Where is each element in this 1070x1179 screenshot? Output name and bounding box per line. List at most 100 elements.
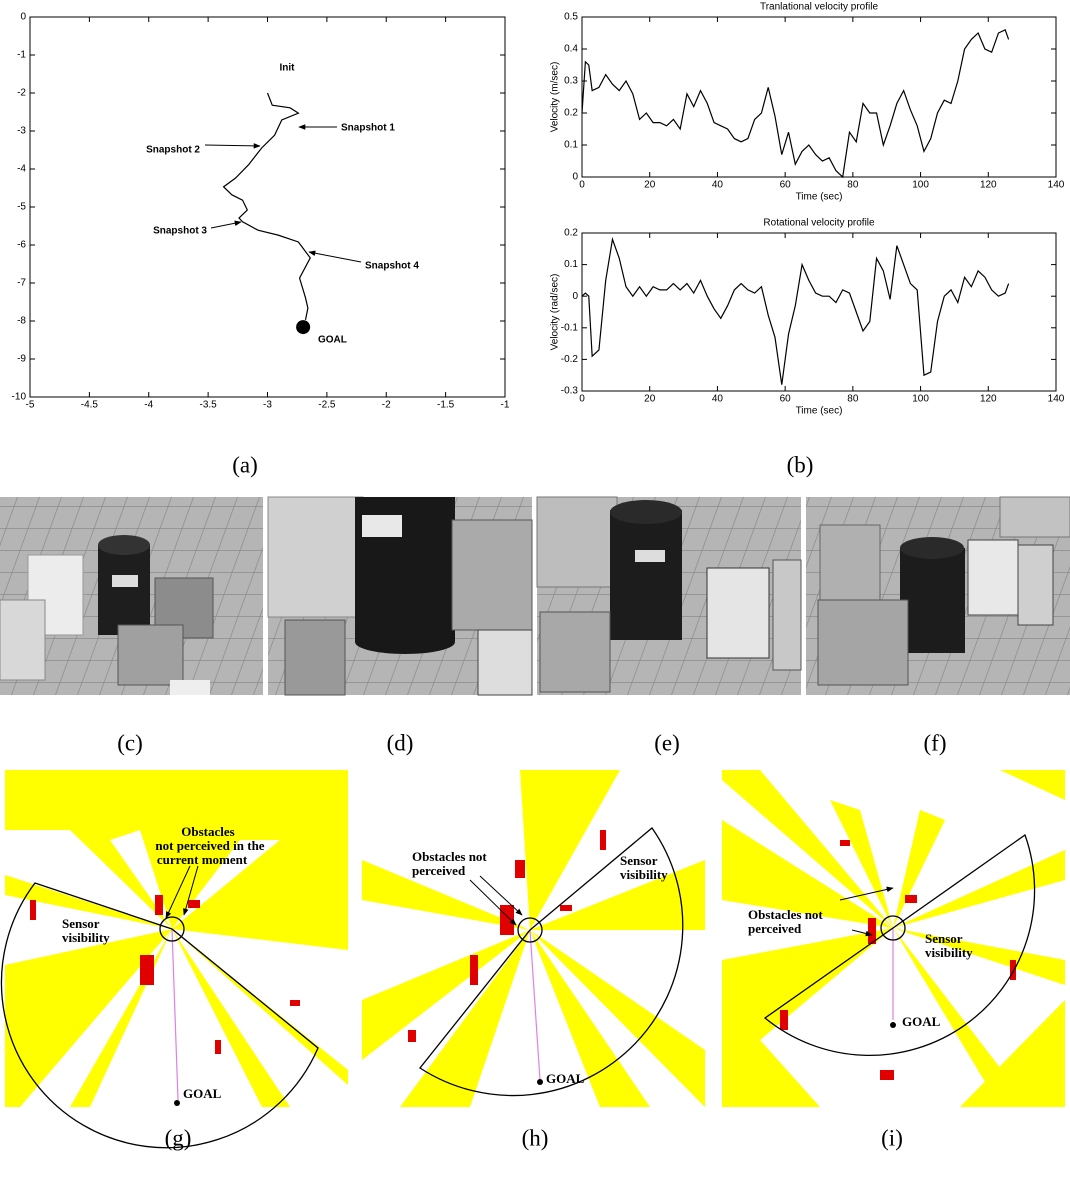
map-shape — [539, 611, 611, 693]
map-shape — [0, 599, 46, 681]
map-shape — [529, 929, 541, 1081]
map-shape — [155, 895, 163, 915]
y-tick-label: -5 — [17, 202, 26, 213]
annotation: Snapshot 1 — [341, 123, 395, 134]
robot — [880, 915, 906, 941]
map-annotation: not perceived in the — [155, 838, 264, 853]
sensor-sector — [419, 827, 684, 1097]
x-tick-label: 0 — [579, 394, 585, 405]
map-shape — [362, 770, 530, 930]
map-shape — [830, 800, 893, 928]
map-annotation: GOAL — [546, 1071, 585, 1086]
plot-frame — [581, 16, 1057, 178]
y-tick-label: 0.1 — [564, 140, 578, 151]
map-shape — [470, 930, 600, 1107]
panel-label: (e) — [654, 730, 680, 755]
sensor-sector — [0, 882, 319, 1149]
map-shape — [830, 800, 1065, 1107]
map-shape — [760, 880, 1065, 1107]
map-shape — [722, 780, 893, 928]
arrow — [165, 865, 191, 919]
map-annotation: visibility — [925, 945, 973, 960]
data-line — [581, 28, 1010, 179]
map-shape — [722, 900, 893, 960]
x-tick-label: 80 — [847, 180, 859, 191]
map-shape — [470, 955, 478, 985]
map-shape — [112, 575, 138, 587]
arrow — [183, 865, 199, 916]
x-tick-label: 40 — [712, 180, 724, 191]
panel-label: (b) — [787, 452, 814, 477]
arrow — [479, 875, 523, 916]
map-annotation: visibility — [62, 930, 110, 945]
goal-dot — [890, 1022, 896, 1028]
panel-label: (h) — [522, 1125, 549, 1150]
x-tick-label: -2 — [382, 400, 391, 411]
y-tick-label: 0 — [572, 291, 578, 302]
goal-dot — [174, 1100, 180, 1106]
map-shape — [5, 830, 172, 929]
map-i — [722, 770, 1065, 1107]
annotation-arrow — [210, 220, 242, 229]
map-shape — [530, 930, 705, 1107]
map-annotation: Obstacles not — [412, 849, 487, 864]
y-tick-label: 0 — [20, 12, 26, 23]
x-axis-label: Time (sec) — [796, 406, 843, 417]
map-shape — [117, 624, 184, 686]
map-shape — [30, 900, 36, 920]
y-tick-label: 0.1 — [564, 259, 578, 270]
annotation: Init — [280, 63, 296, 74]
map-annotation: GOAL — [183, 1086, 222, 1101]
map-annotation: Sensor — [620, 853, 658, 868]
map-annotation: Sensor — [62, 916, 100, 931]
arrow — [839, 886, 894, 901]
y-tick-label: -3 — [17, 126, 26, 137]
x-tick-label: 40 — [712, 394, 724, 405]
map-shape — [536, 496, 618, 588]
map-shape — [215, 1040, 221, 1054]
annotation: Snapshot 3 — [153, 226, 207, 237]
map-shape — [880, 1070, 894, 1080]
annotation: Snapshot 4 — [365, 261, 419, 272]
map-annotation: perceived — [412, 863, 466, 878]
map-shape — [98, 535, 150, 555]
arrow — [851, 929, 873, 937]
panel-label: (a) — [232, 452, 258, 477]
map-shape — [900, 548, 965, 653]
x-axis-label: Time (sec) — [796, 192, 843, 203]
y-axis-label: Velocity (m/sec) — [550, 62, 561, 133]
map-shape — [893, 928, 1065, 985]
plot-frame — [29, 16, 506, 398]
x-tick-label: 100 — [912, 394, 929, 405]
map-shape — [408, 1030, 416, 1042]
x-tick-label: -3.5 — [200, 400, 218, 411]
map-shape — [355, 630, 455, 654]
x-tick-label: 20 — [644, 180, 656, 191]
map-annotation: GOAL — [902, 1014, 941, 1029]
robot — [159, 916, 185, 942]
y-tick-label: 0.2 — [564, 228, 578, 239]
x-tick-label: 80 — [847, 394, 859, 405]
map-shape — [90, 929, 262, 1107]
x-tick-label: 20 — [644, 394, 656, 405]
map-shape — [905, 895, 917, 903]
y-tick-label: 0.2 — [564, 108, 578, 119]
map-shape — [477, 629, 533, 696]
map-g — [5, 770, 348, 1107]
map-annotation: current moment — [157, 852, 248, 867]
arrow — [469, 879, 517, 926]
map-shape — [30, 895, 300, 1054]
annotation: Snapshot 2 — [146, 145, 200, 156]
y-tick-label: 0.3 — [564, 76, 578, 87]
map-shape — [98, 545, 150, 635]
sensor-sector — [763, 833, 1036, 1057]
data-line — [222, 92, 311, 320]
x-tick-label: 140 — [1048, 180, 1065, 191]
photo-f — [806, 496, 1070, 695]
map-shape — [900, 537, 964, 559]
y-tick-label: -9 — [17, 354, 26, 365]
map-shape — [706, 567, 770, 659]
map-shape — [967, 539, 1019, 616]
map-shape — [267, 496, 364, 618]
x-tick-label: 120 — [980, 394, 997, 405]
